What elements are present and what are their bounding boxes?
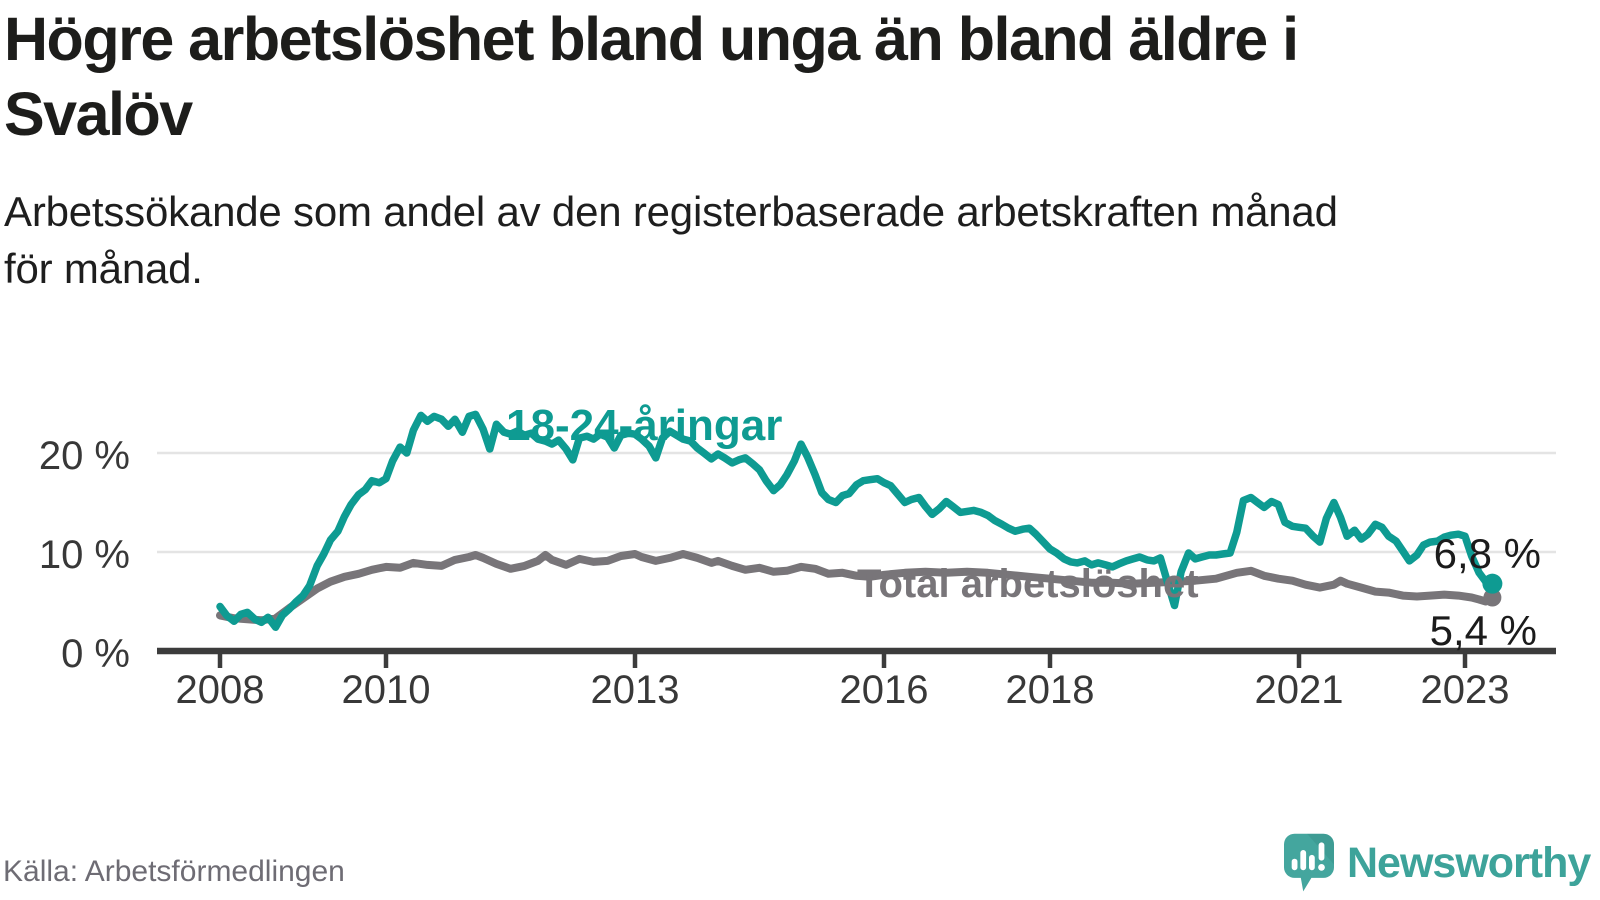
plot-area: 0 % 10 % 20 % 2008 2010 2013 2016 2018 2021 2023 xyxy=(39,410,1556,712)
series-label-youth: 18-24-åringar xyxy=(506,401,782,450)
source-note: Källa: Arbetsförmedlingen xyxy=(3,855,345,888)
end-value-total: 5,4 % xyxy=(1430,607,1537,654)
x-tick-label: 2018 xyxy=(1006,668,1095,712)
series-line-total xyxy=(216,550,1497,625)
y-tick-label: 20 % xyxy=(39,434,130,478)
y-tick-label: 10 % xyxy=(39,533,130,577)
x-tick-label: 2008 xyxy=(176,668,265,712)
x-tick-label: 2021 xyxy=(1255,668,1344,712)
chart-annotations: 18-24-åringar Total arbetslöshet 6,8 % 5… xyxy=(506,401,1541,654)
x-tick-label: 2023 xyxy=(1421,668,1510,712)
series-label-total: Total arbetslöshet xyxy=(857,562,1199,606)
logo-bar-chart-glyph xyxy=(1291,842,1325,871)
end-dot-total xyxy=(1483,588,1502,607)
x-tick-label: 2010 xyxy=(342,668,431,712)
newsworthy-logo: Newsworthy xyxy=(1284,833,1591,894)
chart-subtitle: Arbetssökande som andel av den registerb… xyxy=(4,188,1338,293)
chart-title: Högre arbetslöshet bland unga än bland ä… xyxy=(4,5,1299,149)
newsworthy-logo-icon xyxy=(1284,833,1334,892)
x-tick-label: 2016 xyxy=(840,668,929,712)
newsworthy-wordmark: Newsworthy xyxy=(1347,839,1591,887)
x-tick-label: 2013 xyxy=(591,668,680,712)
end-value-youth: 6,8 % xyxy=(1434,530,1541,577)
y-tick-label: 0 % xyxy=(61,632,130,676)
end-dot-youth xyxy=(1482,573,1503,594)
logo-bubble-shade xyxy=(1307,833,1334,865)
series-line-youth xyxy=(216,410,1497,631)
